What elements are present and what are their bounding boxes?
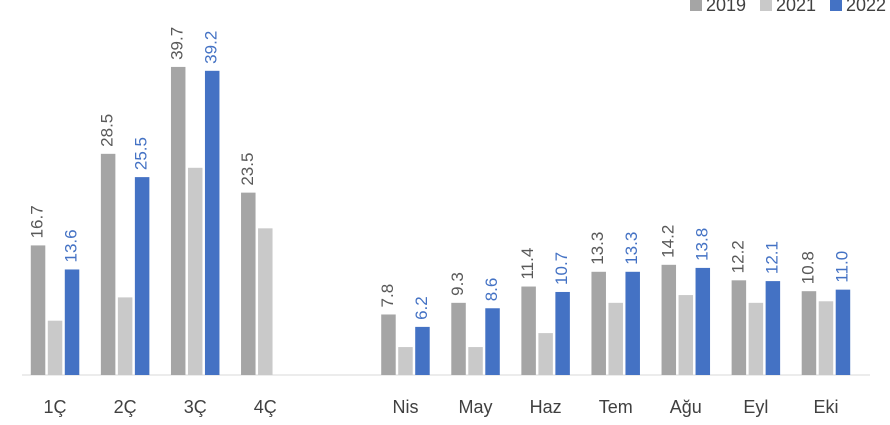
bar <box>765 281 781 375</box>
x-tick-label: Eki <box>813 397 838 417</box>
x-tick-label: Eyl <box>743 397 768 417</box>
bar <box>801 291 817 375</box>
data-label: 13.6 <box>62 229 81 262</box>
bar <box>100 153 116 375</box>
bar <box>30 245 46 375</box>
data-label: 12.1 <box>762 241 781 274</box>
data-label: 11.4 <box>518 248 537 280</box>
data-label: 9.3 <box>448 272 467 296</box>
bar <box>521 286 536 375</box>
data-label: 16.7 <box>28 205 47 238</box>
bar <box>678 295 694 375</box>
bar <box>538 333 553 375</box>
legend-swatch <box>690 0 702 11</box>
bar <box>64 269 80 375</box>
bar <box>625 271 640 375</box>
legend-swatch <box>760 0 772 11</box>
x-tick-label: Haz <box>530 397 562 417</box>
bar <box>485 308 500 375</box>
data-label: 11.0 <box>832 251 851 283</box>
bar <box>170 66 186 375</box>
x-tick-label: Ağu <box>670 397 702 417</box>
bar <box>451 302 466 375</box>
data-label: 23.5 <box>238 153 257 186</box>
data-label: 13.8 <box>692 228 711 261</box>
legend-label: 2021 <box>776 0 816 15</box>
x-tick-label: Tem <box>599 397 633 417</box>
data-label: 10.7 <box>552 252 571 285</box>
bar <box>47 320 63 375</box>
data-label: 6.2 <box>412 296 431 320</box>
bar <box>748 302 764 375</box>
legend-swatch <box>830 0 842 11</box>
bar <box>555 291 570 375</box>
legend-label: 2019 <box>706 0 746 15</box>
bar <box>591 271 606 375</box>
x-tick-label: 4Ç <box>254 397 277 417</box>
bar <box>695 267 711 375</box>
bar <box>117 297 133 375</box>
bar <box>661 264 677 375</box>
data-label: 13.3 <box>588 232 607 265</box>
bar <box>608 302 623 375</box>
data-label: 8.6 <box>482 278 501 302</box>
bar <box>468 347 483 375</box>
bar <box>835 289 851 375</box>
data-label: 13.3 <box>622 232 641 265</box>
bar <box>241 192 256 375</box>
bar <box>258 228 273 375</box>
data-label: 14.2 <box>658 225 677 258</box>
bar <box>187 167 203 375</box>
bar <box>398 347 413 375</box>
data-label: 10.8 <box>798 251 817 284</box>
bar <box>818 301 834 375</box>
data-label: 12.2 <box>728 240 747 273</box>
data-label: 28.5 <box>98 114 117 147</box>
x-tick-label: 1Ç <box>44 397 67 417</box>
data-label: 39.7 <box>168 27 187 60</box>
bar <box>731 280 747 375</box>
data-label: 39.2 <box>202 31 221 64</box>
legend-label: 2022 <box>846 0 886 15</box>
bar <box>134 177 150 375</box>
data-label: 7.8 <box>378 284 397 308</box>
bar <box>204 70 220 376</box>
x-tick-label: May <box>459 397 493 417</box>
x-tick-label: 2Ç <box>114 397 137 417</box>
data-label: 25.5 <box>132 137 151 170</box>
bar <box>415 326 430 375</box>
bar <box>381 314 396 375</box>
x-tick-label: 3Ç <box>184 397 207 417</box>
x-tick-label: Nis <box>392 397 418 417</box>
